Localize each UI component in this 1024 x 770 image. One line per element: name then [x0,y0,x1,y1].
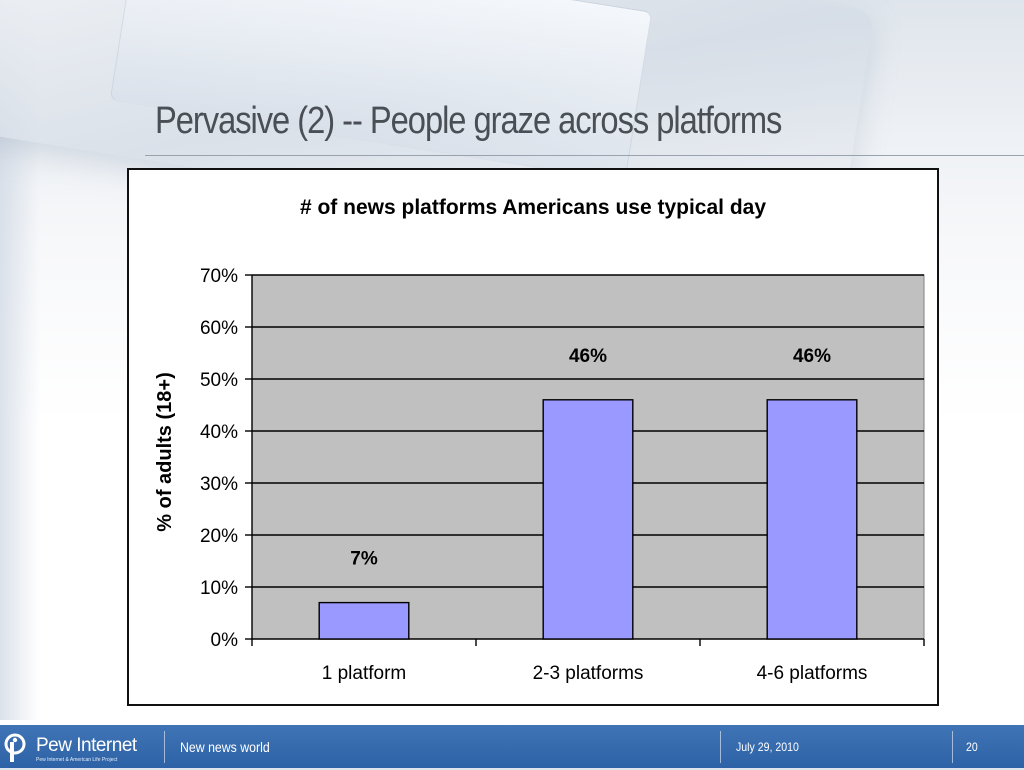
logo-name: Pew Internet [36,735,137,756]
y-tick-label: 70% [200,266,238,287]
chart-container: # of news platforms Americans use typica… [127,168,939,706]
pew-internet-logo[interactable]: Pew Internet Pew Internet & American Lif… [4,729,160,765]
logo-subtitle: Pew Internet & American Life Project [36,757,118,763]
title-divider [145,155,1024,156]
y-tick-label: 20% [200,526,238,547]
footer-divider [164,731,165,763]
slide-title: Pervasive (2) -- People graze across pla… [155,100,782,142]
x-tick-label: 2-3 platforms [533,663,644,684]
footer-bar: Pew Internet Pew Internet & American Lif… [0,725,1024,768]
chart-title: # of news platforms Americans use typica… [300,196,766,219]
bar-2-3-platforms [542,399,634,640]
page-number: 20 [966,740,978,754]
y-tick-label: 10% [200,578,238,599]
y-tick-label: 40% [200,422,238,443]
data-label: 7% [350,549,378,570]
footer-section-title: New news world [180,739,270,755]
bar-4-6-platforms [766,399,858,640]
data-label: 46% [569,346,607,367]
y-tick-label: 30% [200,474,238,495]
footer-divider [720,731,721,763]
x-tick-label: 4-6 platforms [757,663,868,684]
footer-divider [952,731,953,763]
data-label: 46% [793,346,831,367]
pew-logo-icon [4,733,26,762]
footer-date: July 29, 2010 [736,740,799,754]
y-tick-label: 0% [211,630,239,651]
y-axis-label: % of adults (18+) [154,372,176,531]
bar-chart: # of news platforms Americans use typica… [154,196,925,684]
x-tick-label: 1 platform [322,663,406,684]
y-tick-label: 50% [200,370,238,391]
y-tick-label: 60% [200,318,238,339]
bar-1-platform [318,601,410,640]
